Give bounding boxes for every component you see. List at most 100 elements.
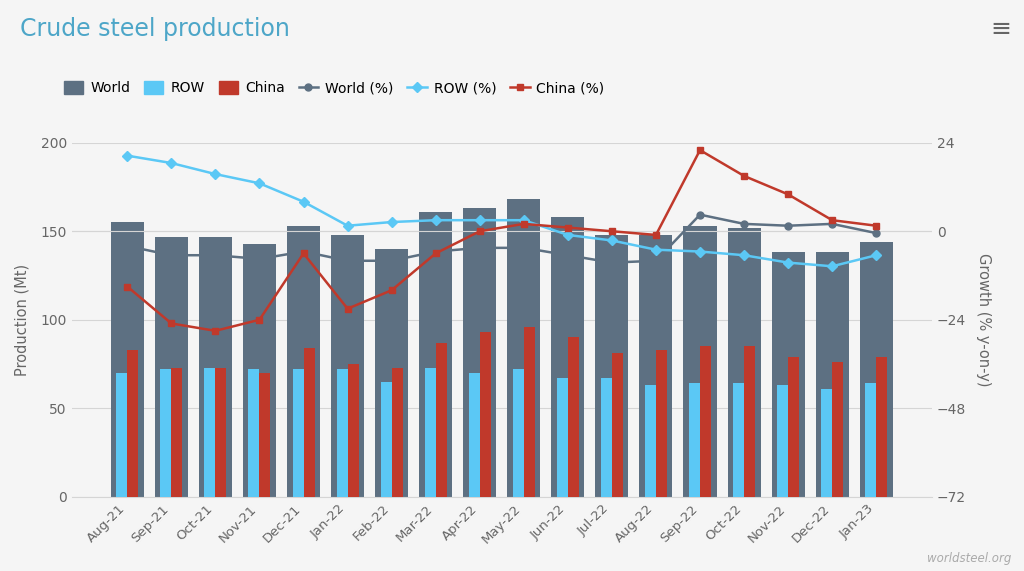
Bar bbox=[259, 373, 270, 497]
ROW (%) bbox=[121, 152, 133, 159]
Bar bbox=[419, 212, 453, 497]
Y-axis label: Growth (% y-on-y): Growth (% y-on-y) bbox=[976, 253, 991, 387]
Bar bbox=[249, 369, 259, 497]
ROW (%) bbox=[385, 219, 397, 226]
Bar bbox=[161, 369, 171, 497]
China (%) bbox=[165, 320, 177, 327]
China (%) bbox=[650, 231, 663, 238]
China (%) bbox=[341, 305, 353, 312]
Bar bbox=[375, 249, 409, 497]
ROW (%) bbox=[826, 263, 839, 270]
ROW (%) bbox=[518, 217, 530, 224]
Text: ≡: ≡ bbox=[990, 17, 1012, 41]
Bar bbox=[568, 337, 579, 497]
Bar bbox=[777, 385, 788, 497]
China (%) bbox=[562, 224, 574, 231]
Bar bbox=[639, 235, 673, 497]
World (%) bbox=[782, 222, 795, 229]
Bar bbox=[303, 348, 314, 497]
ROW (%) bbox=[341, 222, 353, 229]
World (%) bbox=[738, 220, 751, 227]
Bar bbox=[744, 346, 755, 497]
World (%) bbox=[121, 243, 133, 250]
World (%) bbox=[385, 258, 397, 264]
World (%) bbox=[606, 259, 618, 266]
Bar bbox=[215, 368, 226, 497]
China (%) bbox=[826, 217, 839, 224]
ROW (%) bbox=[297, 198, 309, 205]
Bar bbox=[381, 382, 391, 497]
Bar bbox=[127, 350, 138, 497]
Bar bbox=[865, 384, 877, 497]
World (%) bbox=[870, 230, 883, 236]
China (%) bbox=[694, 147, 707, 154]
Bar bbox=[331, 235, 365, 497]
Line: World (%): World (%) bbox=[124, 211, 880, 266]
Bar bbox=[833, 362, 843, 497]
Bar bbox=[877, 357, 887, 497]
Bar bbox=[513, 369, 524, 497]
Bar bbox=[391, 368, 402, 497]
Bar bbox=[727, 228, 761, 497]
Bar bbox=[595, 235, 629, 497]
ROW (%) bbox=[253, 180, 265, 187]
ROW (%) bbox=[209, 171, 221, 178]
Bar bbox=[111, 222, 143, 497]
Line: China (%): China (%) bbox=[124, 147, 880, 334]
Bar bbox=[287, 226, 321, 497]
China (%) bbox=[782, 191, 795, 198]
Bar bbox=[347, 364, 358, 497]
China (%) bbox=[121, 283, 133, 290]
Bar bbox=[507, 199, 541, 497]
Bar bbox=[479, 332, 490, 497]
World (%) bbox=[429, 248, 441, 255]
World (%) bbox=[694, 211, 707, 218]
World (%) bbox=[341, 258, 353, 264]
Bar bbox=[683, 226, 717, 497]
Bar bbox=[700, 346, 711, 497]
China (%) bbox=[473, 228, 485, 235]
Legend: World, ROW, China, World (%), ROW (%), China (%): World, ROW, China, World (%), ROW (%), C… bbox=[58, 75, 610, 101]
Bar bbox=[733, 384, 744, 497]
Bar bbox=[772, 252, 805, 497]
Text: worldsteel.org: worldsteel.org bbox=[928, 552, 1012, 565]
Bar bbox=[199, 236, 231, 497]
Bar bbox=[860, 242, 893, 497]
China (%) bbox=[209, 327, 221, 334]
Bar bbox=[551, 217, 585, 497]
China (%) bbox=[518, 220, 530, 227]
Bar bbox=[117, 373, 127, 497]
China (%) bbox=[253, 316, 265, 323]
Line: ROW (%): ROW (%) bbox=[124, 152, 880, 270]
Bar bbox=[155, 236, 187, 497]
ROW (%) bbox=[738, 252, 751, 259]
China (%) bbox=[429, 250, 441, 257]
Bar bbox=[612, 353, 623, 497]
China (%) bbox=[385, 287, 397, 293]
ROW (%) bbox=[606, 237, 618, 244]
Y-axis label: Production (Mt): Production (Mt) bbox=[14, 264, 30, 376]
Bar bbox=[463, 208, 497, 497]
ROW (%) bbox=[650, 246, 663, 253]
ROW (%) bbox=[782, 259, 795, 266]
ROW (%) bbox=[562, 231, 574, 238]
World (%) bbox=[826, 220, 839, 227]
Bar bbox=[788, 357, 799, 497]
World (%) bbox=[165, 252, 177, 259]
World (%) bbox=[297, 248, 309, 255]
China (%) bbox=[738, 172, 751, 179]
Bar bbox=[425, 368, 435, 497]
Bar bbox=[435, 343, 446, 497]
China (%) bbox=[870, 222, 883, 229]
Bar bbox=[171, 368, 182, 497]
Bar bbox=[524, 327, 535, 497]
Bar bbox=[645, 385, 656, 497]
World (%) bbox=[473, 244, 485, 251]
World (%) bbox=[253, 255, 265, 262]
World (%) bbox=[518, 244, 530, 251]
Bar bbox=[689, 384, 700, 497]
World (%) bbox=[650, 258, 663, 264]
China (%) bbox=[297, 250, 309, 257]
Bar bbox=[205, 368, 215, 497]
ROW (%) bbox=[165, 160, 177, 167]
